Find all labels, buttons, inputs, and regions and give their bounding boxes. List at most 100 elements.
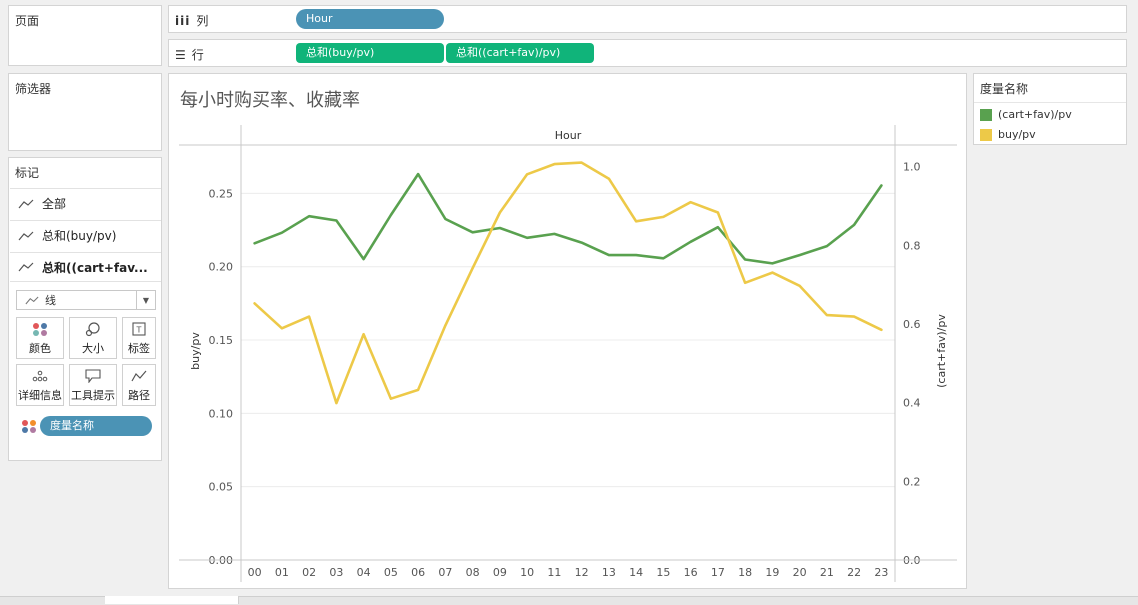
path-button[interactable]: 路径 (122, 364, 156, 406)
color-button-label: 颜色 (29, 342, 51, 355)
y-left-tick-label: 0.20 (209, 261, 234, 274)
tooltip-button[interactable]: 工具提示 (69, 364, 117, 406)
color-dots-icon (21, 419, 37, 436)
y-left-tick-label: 0.10 (209, 407, 234, 420)
color-dots-icon (32, 320, 48, 338)
color-pill-label: 度量名称 (50, 419, 94, 432)
y-right-axis-title: (cart+fav)/pv (935, 314, 948, 388)
legend-item-label: (cart+fav)/pv (998, 108, 1072, 121)
size-button-label: 大小 (82, 342, 104, 355)
x-tick-label: 19 (765, 566, 779, 579)
y-left-tick-label: 0.25 (209, 187, 234, 200)
mark-type-dropdown[interactable]: 线 ▼ (16, 290, 156, 310)
rows-shelf[interactable]: ☰ 行 总和(buy/pv) 总和((cart+fav)/pv) (168, 39, 1127, 67)
legend-item-label: buy/pv (998, 128, 1036, 141)
line-mark-icon (25, 296, 39, 304)
line-mark-icon (18, 199, 34, 208)
size-button[interactable]: 大小 (69, 317, 117, 359)
legend-item-cart-fav-pv[interactable]: (cart+fav)/pv (980, 108, 1072, 121)
columns-shelf-text: 列 (196, 14, 209, 28)
x-tick-label: 08 (466, 566, 480, 579)
label-icon: T (132, 320, 146, 338)
size-icon (85, 320, 101, 338)
sheet-tab[interactable] (105, 596, 239, 604)
pages-panel[interactable]: 页面 (8, 5, 162, 66)
detail-button[interactable]: 详细信息 (16, 364, 64, 406)
rows-shelf-text: 行 (191, 48, 204, 62)
marks-row-label: 总和(buy/pv) (42, 229, 117, 243)
detail-icon (32, 367, 48, 385)
filters-panel[interactable]: 筛选器 (8, 73, 162, 151)
x-tick-label: 00 (248, 566, 262, 579)
label-button[interactable]: T 标签 (122, 317, 156, 359)
x-tick-label: 18 (738, 566, 752, 579)
x-tick-label: 12 (575, 566, 589, 579)
x-tick-label: 22 (847, 566, 861, 579)
plot-area: 0.000.050.100.150.200.250.00.20.40.60.81… (179, 125, 957, 582)
x-tick-label: 15 (656, 566, 670, 579)
rows-shelf-label: ☰ 行 (175, 46, 204, 63)
chart-panel: 每小时购买率、收藏率 Hour buy/pv (cart+fav)/pv 0.0… (168, 73, 967, 589)
buy-pv-pill[interactable]: 总和(buy/pv) (296, 43, 444, 63)
line-mark-icon (18, 262, 34, 272)
series-line-buy-pv (253, 161, 883, 405)
y-right-tick-label: 0.8 (903, 239, 921, 252)
x-tick-label: 04 (357, 566, 371, 579)
columns-shelf[interactable]: iii 列 Hour (168, 5, 1127, 33)
marks-row-label: 总和((cart+fav... (42, 260, 148, 275)
y-right-tick-label: 0.2 (903, 475, 921, 488)
label-button-label: 标签 (128, 342, 150, 355)
path-button-label: 路径 (128, 389, 150, 402)
marks-panel: 标记 全部 总和(buy/pv) 总和((cart+fav... 线 ▼ 颜色 … (8, 157, 162, 461)
x-tick-label: 01 (275, 566, 289, 579)
series-line-cart-fav-pv (253, 172, 883, 265)
y-right-tick-label: 0.4 (903, 397, 921, 410)
marks-row-buy-pv[interactable]: 总和(buy/pv) (10, 220, 161, 250)
hour-pill[interactable]: Hour (296, 9, 444, 29)
tooltip-button-label: 工具提示 (71, 389, 115, 402)
cart-fav-pv-pill-label: 总和((cart+fav)/pv) (456, 46, 561, 59)
x-tick-label: 21 (820, 566, 834, 579)
legend-item-buy-pv[interactable]: buy/pv (980, 128, 1036, 141)
legend-swatch (980, 108, 992, 121)
pages-panel-title: 页面 (15, 14, 40, 28)
line-chart: 每小时购买率、收藏率 Hour buy/pv (cart+fav)/pv 0.0… (179, 90, 957, 582)
y-right-tick-label: 1.0 (903, 161, 921, 174)
x-tick-label: 17 (711, 566, 725, 579)
path-icon (131, 367, 147, 385)
buy-pv-pill-label: 总和(buy/pv) (306, 46, 375, 59)
marks-row-all[interactable]: 全部 (10, 188, 161, 218)
marks-row-cart-fav-pv[interactable]: 总和((cart+fav... (10, 252, 161, 282)
y-left-tick-label: 0.05 (209, 481, 234, 494)
color-button[interactable]: 颜色 (16, 317, 64, 359)
chevron-down-icon[interactable]: ▼ (136, 291, 155, 309)
x-tick-label: 23 (874, 566, 888, 579)
color-measure-names-pill[interactable]: 度量名称 (40, 416, 152, 436)
tooltip-icon (85, 367, 101, 385)
legend-swatch (980, 128, 992, 141)
chart-title: 每小时购买率、收藏率 (180, 90, 360, 111)
svg-text:T: T (136, 326, 142, 335)
cart-fav-pv-pill[interactable]: 总和((cart+fav)/pv) (446, 43, 594, 63)
x-tick-label: 07 (438, 566, 452, 579)
marks-row-label: 全部 (42, 197, 67, 211)
detail-button-label: 详细信息 (18, 389, 62, 402)
x-tick-label: 10 (520, 566, 534, 579)
y-left-axis-title: buy/pv (189, 332, 202, 370)
x-tick-label: 20 (793, 566, 807, 579)
x-tick-label: 13 (602, 566, 616, 579)
x-tick-label: 03 (329, 566, 343, 579)
mark-type-value: 线 (45, 294, 56, 307)
columns-icon: iii (175, 13, 191, 28)
rows-icon: ☰ (175, 47, 186, 62)
filters-panel-title: 筛选器 (15, 82, 52, 96)
x-axis-title: Hour (555, 129, 582, 142)
legend-divider (974, 102, 1126, 103)
x-tick-label: 14 (629, 566, 643, 579)
legend-title: 度量名称 (980, 82, 1029, 96)
y-right-tick-label: 0.6 (903, 318, 921, 331)
x-tick-label: 05 (384, 566, 398, 579)
x-tick-label: 09 (493, 566, 507, 579)
columns-shelf-label: iii 列 (175, 12, 208, 29)
hour-pill-label: Hour (306, 12, 333, 25)
